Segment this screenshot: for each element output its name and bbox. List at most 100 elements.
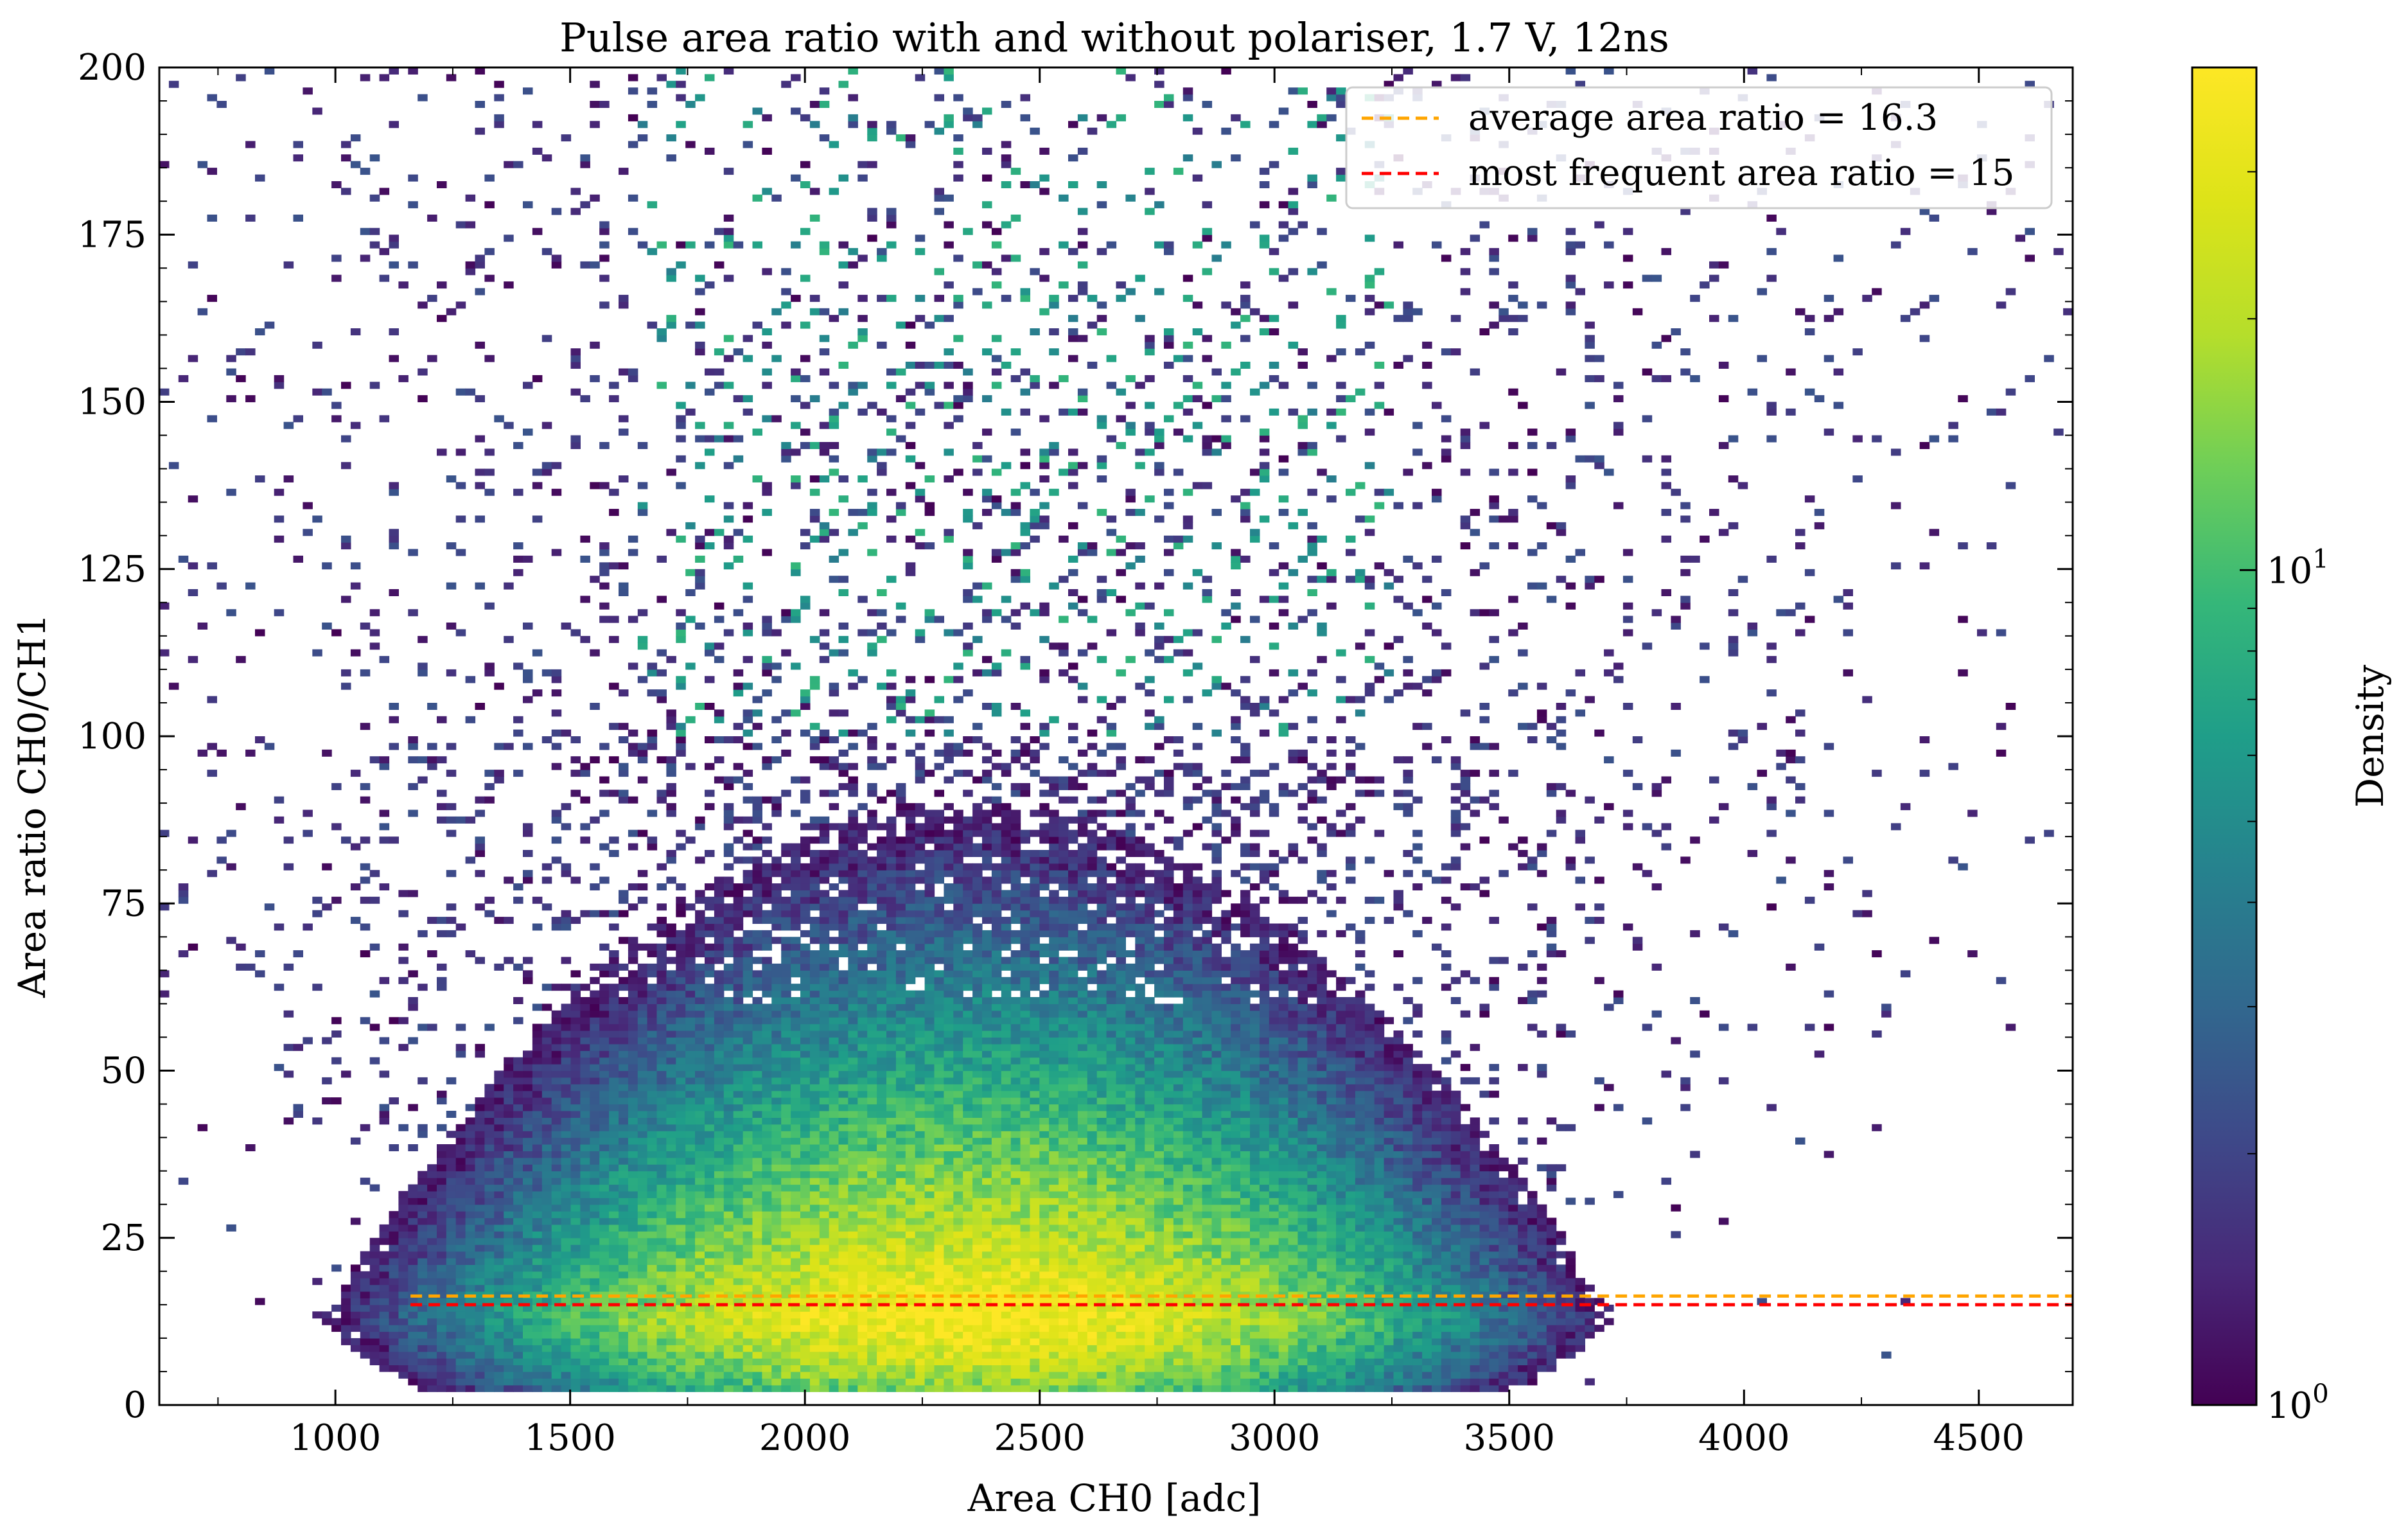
heatmap-cell-754 xyxy=(475,1351,485,1359)
heatmap-cell-52 xyxy=(226,395,236,403)
heatmap-cell-1499 xyxy=(580,1338,590,1345)
heatmap-cell-2723 xyxy=(714,1190,725,1198)
heatmap-cell-4832 xyxy=(915,1184,926,1192)
heatmap-cell-2239 xyxy=(666,1345,676,1352)
heatmap-cell-3172 xyxy=(752,194,762,202)
heatmap-cell-1176 xyxy=(532,1097,543,1105)
heatmap-cell-580 xyxy=(437,803,447,811)
heatmap-cell-428 xyxy=(408,997,418,1004)
heatmap-cell-3861 xyxy=(819,368,830,376)
heatmap-cell-2077 xyxy=(647,1311,658,1319)
heatmap-cell-2798 xyxy=(723,1304,734,1312)
heatmap-cell-2965 xyxy=(733,836,744,844)
heatmap-cell-3167 xyxy=(752,696,762,703)
heatmap-cell-453 xyxy=(417,1311,428,1319)
heatmap-cell-2191 xyxy=(656,1084,667,1092)
heatmap-cell-4906 xyxy=(924,1384,935,1392)
heatmap-cell-2781 xyxy=(714,382,725,389)
heatmap-cell-4631 xyxy=(895,1151,906,1158)
heatmap-cell-107 xyxy=(293,555,303,563)
heatmap-cell-1090 xyxy=(523,1211,533,1219)
heatmap-cell-3020 xyxy=(743,1131,753,1138)
heatmap-cell-3452 xyxy=(781,321,791,329)
heatmap-cell-3547 xyxy=(791,421,801,429)
heatmap-cell-1572 xyxy=(590,1351,600,1359)
heatmap-cell-4871 xyxy=(915,910,926,917)
heatmap-cell-3450 xyxy=(781,448,791,456)
heatmap-cell-2001 xyxy=(637,1258,648,1265)
heatmap-cell-983 xyxy=(504,1090,514,1098)
heatmap-cell-1019 xyxy=(513,1251,523,1259)
heatmap-cell-4972 xyxy=(924,943,935,951)
heatmap-cell-3454 xyxy=(781,288,791,296)
heatmap-cell-1704 xyxy=(599,990,610,998)
heatmap-cell-3257 xyxy=(762,662,772,670)
heatmap-cell-3977 xyxy=(838,1345,848,1352)
heatmap-cell-4085 xyxy=(848,1318,858,1325)
heatmap-cell-1912 xyxy=(628,1271,638,1278)
heatmap-cell-2820 xyxy=(723,1157,734,1165)
heatmap-cell-444 xyxy=(417,1371,428,1379)
heatmap-cell-269 xyxy=(369,241,380,249)
heatmap-cell-2654 xyxy=(705,1037,715,1045)
heatmap-cell-2499 xyxy=(685,589,696,596)
heatmap-cell-4214 xyxy=(857,1164,868,1172)
heatmap-cell-432 xyxy=(408,782,418,790)
heatmap-cell-121 xyxy=(312,1117,322,1125)
heatmap-cell-2328 xyxy=(676,1358,686,1366)
heatmap-cell-4206 xyxy=(857,1217,868,1225)
heatmap-cell-2818 xyxy=(723,1171,734,1178)
heatmap-cell-3148 xyxy=(752,917,762,924)
heatmap-cell-2653 xyxy=(705,1043,715,1051)
heatmap-cell-2061 xyxy=(637,482,648,490)
heatmap-cell-2713 xyxy=(714,1258,725,1265)
heatmap-cell-4753 xyxy=(905,997,916,1004)
heatmap-cell-1819 xyxy=(619,1338,629,1345)
heatmap-cell-1542 xyxy=(580,1050,590,1058)
heatmap-cell-4810 xyxy=(915,1331,926,1339)
heatmap-cell-19 xyxy=(188,836,198,844)
heatmap-cell-4172 xyxy=(848,388,858,396)
heatmap-cell-2470 xyxy=(685,1070,696,1078)
heatmap-cell-43 xyxy=(216,749,227,757)
heatmap-cell-3432 xyxy=(781,917,791,924)
heatmap-cell-2512 xyxy=(695,1358,705,1366)
heatmap-cell-3486 xyxy=(791,1190,801,1198)
heatmap-cell-4159 xyxy=(848,823,858,831)
heatmap-cell-3893 xyxy=(829,1231,839,1239)
heatmap-cell-9 xyxy=(168,462,179,470)
heatmap-cell-1285 xyxy=(551,1271,562,1278)
heatmap-cell-1086 xyxy=(523,1237,533,1245)
heatmap-cell-2295 xyxy=(666,970,676,978)
heatmap-cell-1453 xyxy=(570,1131,581,1138)
heatmap-cell-4839 xyxy=(915,1137,926,1145)
heatmap-cell-3798 xyxy=(819,1137,830,1145)
heatmap-cell-4919 xyxy=(924,1298,935,1305)
heatmap-cell-1317 xyxy=(551,1057,562,1065)
heatmap-cell-3804 xyxy=(819,1097,830,1105)
heatmap-cell-4419 xyxy=(877,1171,887,1178)
heatmap-cell-3237 xyxy=(762,957,772,964)
heatmap-cell-1989 xyxy=(637,1338,648,1345)
heatmap-cell-4300 xyxy=(867,1251,877,1259)
heatmap-cell-2098 xyxy=(647,1171,658,1178)
heatmap-cell-3087 xyxy=(752,1351,762,1359)
heatmap-cell-4980 xyxy=(924,890,935,897)
heatmap-cell-4469 xyxy=(877,823,887,831)
heatmap-cell-342 xyxy=(389,703,399,710)
heatmap-cell-787 xyxy=(475,1131,485,1138)
heatmap-cell-875 xyxy=(484,355,495,362)
heatmap-cell-4822 xyxy=(915,1251,926,1259)
heatmap-cell-2592 xyxy=(695,462,705,470)
heatmap-cell-3334 xyxy=(771,990,782,998)
heatmap-cell-2173 xyxy=(656,1204,667,1212)
heatmap-cell-4898 xyxy=(915,408,926,416)
heatmap-cell-4383 xyxy=(867,161,877,168)
heatmap-cell-795 xyxy=(475,957,485,964)
heatmap-cell-1490 xyxy=(570,208,581,215)
heatmap-cell-4758 xyxy=(905,957,916,964)
heatmap-cell-2601 xyxy=(695,94,705,102)
heatmap-cell-3895 xyxy=(829,1217,839,1225)
heatmap-cell-984 xyxy=(504,1084,514,1092)
heatmap-cell-1405 xyxy=(561,923,572,931)
